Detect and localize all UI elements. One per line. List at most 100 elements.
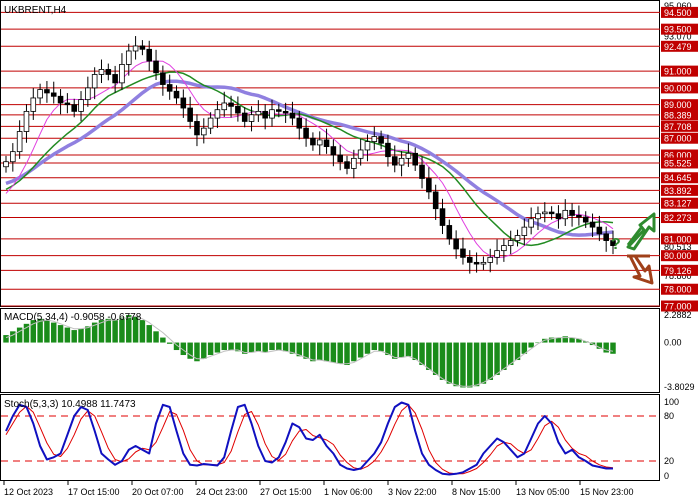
price-level-label: 90.000 [664, 83, 692, 93]
stoch-panel [0, 394, 660, 481]
candle-body [71, 104, 77, 112]
candle-body [16, 131, 23, 153]
macd-bar [235, 342, 241, 352]
macd-bar [3, 335, 9, 343]
macd-bar [255, 342, 262, 352]
candle-body [426, 178, 432, 193]
candle-body [112, 74, 118, 84]
price-level-tag [661, 233, 698, 245]
candle-body [146, 48, 153, 62]
candle-body [139, 45, 146, 50]
time-label: 1 Nov 06:00 [324, 487, 373, 497]
price-level-tag [661, 40, 698, 52]
price-level-label: 79.126 [664, 266, 692, 276]
price-level-tag [661, 65, 698, 77]
arrow-down-icon [627, 254, 654, 285]
macd-bar [289, 342, 296, 354]
price-level-label: 89.000 [664, 100, 692, 110]
macd-bar [432, 342, 439, 375]
macd-bar [10, 331, 16, 343]
candle-body [446, 225, 453, 240]
candle-body [269, 109, 275, 119]
time-label: 27 Oct 15:00 [260, 487, 312, 497]
stoch-axis-label: 20 [664, 456, 674, 466]
macd-bar [37, 318, 43, 343]
candle-body [200, 127, 207, 136]
candle-body [166, 84, 173, 92]
macd-bar [507, 342, 514, 366]
candle-body [412, 152, 419, 166]
candle-body [603, 233, 609, 241]
candle-body [255, 110, 262, 116]
candle-body [3, 161, 9, 168]
candle-body [419, 164, 425, 179]
macd-bar [405, 342, 412, 357]
macd-bar [241, 342, 248, 354]
macd-bar [501, 342, 507, 371]
stoch-signal-line [5, 404, 614, 475]
macd-bar [51, 322, 57, 343]
macd-bar [153, 331, 159, 343]
candle-body [542, 211, 548, 215]
macd-bar [439, 342, 446, 380]
stoch-axis: 100 80 20 0 [664, 397, 679, 481]
macd-bar [494, 342, 500, 375]
candle-body [473, 261, 480, 265]
candle-body [371, 136, 378, 142]
macd-bar [426, 342, 432, 371]
price-axis: 95.06093.07080.51378.80094.50093.50092.4… [661, 1, 698, 312]
macd-bar [78, 328, 84, 343]
macd-bar [71, 330, 77, 343]
macd-bar [392, 342, 398, 359]
macd-bar [337, 342, 343, 364]
candle-body [514, 235, 521, 241]
candle-body [160, 72, 166, 85]
candle-body [44, 89, 50, 94]
macd-bar [521, 342, 528, 354]
macd-bar [85, 326, 91, 343]
stoch-d-path [5, 404, 614, 475]
price-level-label: 93.500 [664, 25, 692, 35]
price-level-label: 77.000 [664, 302, 692, 312]
candle-body [276, 109, 282, 112]
time-label: 3 Nov 22:00 [388, 487, 437, 497]
price-level-label: 85.525 [664, 158, 692, 168]
macd-bar [576, 338, 582, 343]
price-level-tag [661, 157, 698, 169]
macd-bar [303, 342, 309, 359]
macd-bar [139, 320, 146, 343]
macd-bar [119, 317, 125, 343]
price-panel-title: UKBRENT,H4 [4, 5, 67, 16]
macd-bar [276, 342, 282, 351]
candle-body [576, 215, 582, 218]
macd-bar [132, 316, 139, 343]
macd-axis-label: 0.00 [664, 338, 682, 348]
candle-body [132, 45, 139, 52]
candle-body [173, 90, 180, 99]
macd-bar [262, 342, 268, 353]
candle-body [494, 250, 500, 258]
price-level-label: 78.000 [664, 285, 692, 295]
macd-histogram [3, 315, 616, 388]
macd-bar [351, 342, 357, 362]
macd-bar [64, 327, 71, 343]
macd-axis: 2.2882 0.00 -3.8029 [664, 310, 695, 392]
price-level-tag [661, 120, 698, 132]
candle-body [507, 240, 514, 247]
candle-body [289, 112, 296, 119]
candle-body [344, 161, 350, 169]
macd-bar [323, 342, 330, 362]
candle-body [316, 139, 323, 146]
time-axis: 12 Oct 2023 17 Oct 15:00 20 Oct 07:00 24 Oc… [3, 481, 634, 497]
price-level-tag [661, 149, 698, 161]
price-level-tag [661, 82, 698, 94]
candle-body [385, 142, 391, 158]
candle-body [364, 141, 371, 151]
price-level-tag [661, 184, 698, 196]
candle-body [582, 216, 589, 223]
candle-body [262, 110, 268, 119]
candle-body [23, 110, 30, 132]
price-level-label: 83.892 [664, 186, 692, 196]
candle-body [330, 146, 337, 156]
